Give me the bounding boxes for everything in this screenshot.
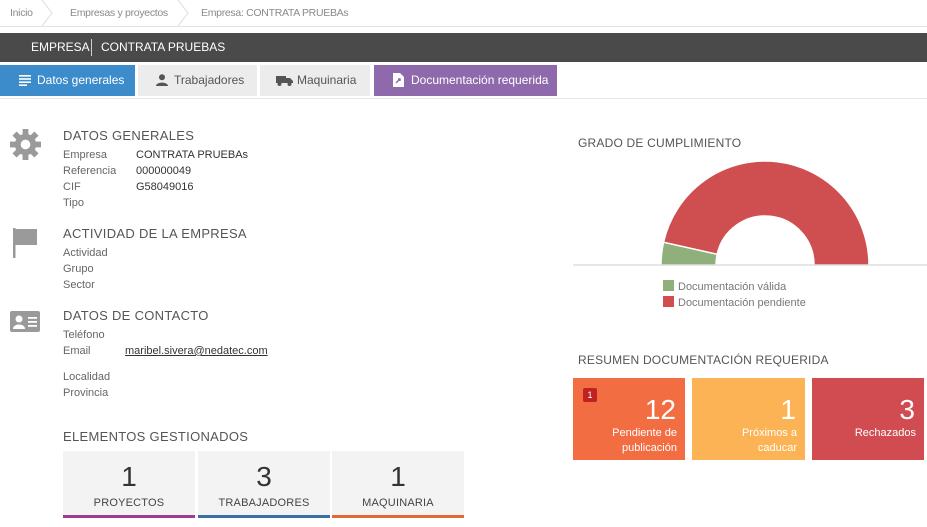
summary-count: 12 [644, 394, 676, 425]
notification-badge: 1 [583, 388, 597, 402]
legend-label: Documentación pendiente [678, 297, 806, 309]
tab-documentacion-requerida[interactable]: Documentación requerida [374, 65, 557, 96]
summary-card-pendiente[interactable]: 1 12 Pendiente de publicación [573, 378, 685, 460]
person-icon [156, 74, 168, 86]
summary-card-proximos[interactable]: 1 Próximos a caducar [692, 378, 805, 460]
donut-slice-valida [660, 241, 719, 266]
tabs-divider [0, 98, 927, 99]
field-value: CONTRATA PRUEBAs [136, 149, 249, 161]
summary-label-line2: caducar [757, 442, 797, 454]
field-label: Tipo [63, 197, 84, 209]
summary-count: 1 [780, 394, 796, 425]
card-count: 3 [256, 461, 272, 492]
legend-swatch [663, 296, 674, 307]
breadcrumb: Inicio Empresas y proyectos Empresa: CON… [0, 0, 927, 27]
field-label: Empresa [63, 149, 108, 161]
breadcrumb-item-empresas[interactable]: Empresas y proyectos [70, 7, 168, 19]
summary-card-rechazados[interactable]: 3 Rechazados [812, 378, 924, 460]
card-label: MAQUINARIA [362, 497, 434, 509]
truck-icon [276, 76, 293, 86]
field-label: Sector [63, 279, 95, 291]
company-name: CONTRATA PRUEBAS [101, 40, 226, 54]
breadcrumb-item-inicio[interactable]: Inicio [10, 7, 33, 19]
section-title-resumen: RESUMEN DOCUMENTACIÓN REQUERIDA [578, 353, 829, 367]
card-trabajadores[interactable]: 3 TRABAJADORES [198, 451, 330, 518]
summary-label: Próximos a caducar [742, 426, 797, 456]
document-icon [393, 73, 404, 87]
section-title-contacto: DATOS DE CONTACTO [63, 308, 209, 323]
list-icon [19, 75, 31, 86]
field-label: Localidad [63, 371, 111, 383]
legend-item-pendiente: Documentación pendiente [663, 296, 806, 309]
legend-item-valida: Documentación válida [663, 280, 786, 293]
section-title-elementos: ELEMENTOS GESTIONADOS [63, 429, 249, 444]
summary-label: Pendiente de publicación [612, 426, 677, 456]
field-value: 000000049 [136, 165, 192, 177]
compliance-chart [573, 160, 927, 266]
field-label: Email [63, 345, 91, 357]
flag-icon [13, 228, 37, 258]
email-link[interactable]: maribel.sivera@nedatec.com [125, 345, 268, 357]
card-maquinaria[interactable]: 1 MAQUINARIA [332, 451, 464, 518]
legend-swatch [663, 280, 674, 291]
card-accent-bar [332, 515, 464, 518]
tab-label: Trabajadores [174, 73, 245, 87]
tab-trabajadores[interactable]: Trabajadores [138, 65, 257, 96]
field-label: Teléfono [63, 329, 105, 341]
summary-label-line1: Próximos a [741, 427, 797, 439]
card-accent-bar [63, 515, 195, 518]
tab-label: Datos generales [37, 73, 125, 87]
field-label: Grupo [63, 263, 94, 275]
field-label: Provincia [63, 387, 109, 399]
card-proyectos[interactable]: 1 PROYECTOS [63, 451, 195, 518]
donut-slice-pendiente [662, 160, 870, 266]
section-title-actividad: ACTIVIDAD DE LA EMPRESA [63, 226, 247, 241]
chevron-right-icon [177, 0, 189, 26]
summary-label-line2: publicación [621, 442, 677, 454]
field-value: G58049016 [136, 181, 194, 193]
chevron-right-icon [41, 0, 53, 26]
tab-label: Maquinaria [297, 73, 357, 87]
section-title-datos-generales: DATOS GENERALES [63, 128, 195, 143]
company-label: EMPRESA [31, 40, 90, 54]
divider [91, 39, 92, 56]
breadcrumb-item-current: Empresa: CONTRATA PRUEBAs [201, 7, 349, 19]
contact-card-icon [10, 311, 40, 332]
tab-label: Documentación requerida [411, 73, 549, 87]
chart-title: GRADO DE CUMPLIMIENTO [578, 136, 742, 150]
tab-datos-generales[interactable]: Datos generales [0, 65, 135, 96]
tab-maquinaria[interactable]: Maquinaria [260, 65, 370, 96]
card-accent-bar [198, 515, 330, 518]
summary-label: Rechazados [855, 426, 916, 441]
field-label: Actividad [63, 247, 108, 259]
company-header: EMPRESA CONTRATA PRUEBAS [0, 33, 927, 62]
field-label: CIF [63, 181, 81, 193]
card-label: PROYECTOS [93, 497, 165, 509]
gear-icon [10, 129, 41, 160]
summary-count: 3 [899, 394, 915, 425]
card-count: 1 [121, 461, 137, 492]
summary-label-line1: Rechazados [854, 427, 916, 439]
card-label: TRABAJADORES [218, 497, 310, 509]
legend-label: Documentación válida [678, 281, 787, 293]
summary-label-line1: Pendiente de [612, 427, 677, 439]
card-count: 1 [390, 461, 406, 492]
field-label: Referencia [63, 165, 117, 177]
